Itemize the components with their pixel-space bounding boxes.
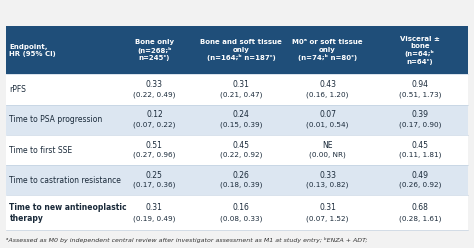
Text: 0.16: 0.16 [232, 203, 249, 212]
Text: (0.01, 0.54): (0.01, 0.54) [307, 121, 349, 128]
Text: Visceral ±
bone
(n=64;ᵇ
n=64ᶜ): Visceral ± bone (n=64;ᵇ n=64ᶜ) [400, 36, 440, 65]
Bar [6, 165, 468, 195]
Text: (0.22, 0.92): (0.22, 0.92) [220, 152, 262, 158]
Text: 0.33: 0.33 [319, 171, 336, 180]
Text: 0.68: 0.68 [411, 203, 428, 212]
Text: (0.07, 1.52): (0.07, 1.52) [307, 215, 349, 222]
Text: (0.17, 0.90): (0.17, 0.90) [399, 121, 441, 128]
Text: (0.19, 0.49): (0.19, 0.49) [133, 215, 175, 222]
Text: 0.45: 0.45 [232, 141, 249, 150]
Bar [6, 74, 468, 105]
Text: Bone only
(n=268;ᵇ
n=245ᶜ): Bone only (n=268;ᵇ n=245ᶜ) [135, 39, 174, 61]
Text: 0.33: 0.33 [146, 80, 163, 89]
Text: 0.26: 0.26 [232, 171, 249, 180]
Text: Time to castration resistance: Time to castration resistance [9, 176, 121, 185]
Text: M0ᵃ or soft tissue
only
(n=74;ᵇ n=80ᶜ): M0ᵃ or soft tissue only (n=74;ᵇ n=80ᶜ) [292, 39, 363, 61]
Text: 0.39: 0.39 [411, 110, 428, 120]
Text: (0.11, 1.81): (0.11, 1.81) [399, 152, 441, 158]
Text: (0.26, 0.92): (0.26, 0.92) [399, 182, 441, 188]
Text: (0.21, 0.47): (0.21, 0.47) [220, 91, 262, 98]
Bar [6, 105, 468, 135]
Text: 0.51: 0.51 [146, 141, 163, 150]
Text: (0.28, 1.61): (0.28, 1.61) [399, 215, 441, 222]
Text: 0.31: 0.31 [319, 203, 336, 212]
Text: 0.45: 0.45 [411, 141, 428, 150]
Text: 0.25: 0.25 [146, 171, 163, 180]
Text: NE: NE [322, 141, 333, 150]
Text: 0.12: 0.12 [146, 110, 163, 120]
Text: 0.94: 0.94 [411, 80, 428, 89]
Text: (0.16, 1.20): (0.16, 1.20) [307, 91, 349, 98]
Bar [6, 26, 468, 74]
Text: Time to new antineoplastic
therapy: Time to new antineoplastic therapy [9, 203, 127, 223]
Text: (0.07, 0.22): (0.07, 0.22) [133, 121, 175, 128]
Text: ᵃAssessed as M0 by independent central review after investigator assessment as M: ᵃAssessed as M0 by independent central r… [6, 237, 367, 243]
Text: Bone and soft tissue
only
(n=164;ᵇ n=187ᶜ): Bone and soft tissue only (n=164;ᵇ n=187… [200, 39, 282, 61]
Text: 0.49: 0.49 [411, 171, 428, 180]
Text: (0.00, NR): (0.00, NR) [310, 152, 346, 158]
Bar [6, 195, 468, 230]
Text: (0.13, 0.82): (0.13, 0.82) [307, 182, 349, 188]
Text: Time to PSA progression: Time to PSA progression [9, 115, 103, 124]
Text: 0.31: 0.31 [146, 203, 163, 212]
Bar [6, 135, 468, 165]
Text: (0.15, 0.39): (0.15, 0.39) [220, 121, 262, 128]
Text: Time to first SSE: Time to first SSE [9, 146, 73, 155]
Text: (0.17, 0.36): (0.17, 0.36) [133, 182, 175, 188]
Text: 0.07: 0.07 [319, 110, 336, 120]
Text: (0.22, 0.49): (0.22, 0.49) [133, 91, 175, 98]
Text: (0.51, 1.73): (0.51, 1.73) [399, 91, 441, 98]
Text: (0.18, 0.39): (0.18, 0.39) [220, 182, 262, 188]
Text: 0.43: 0.43 [319, 80, 336, 89]
Text: rPFS: rPFS [9, 85, 27, 94]
Text: (0.08, 0.33): (0.08, 0.33) [220, 215, 262, 222]
Text: 0.24: 0.24 [232, 110, 249, 120]
Text: 0.31: 0.31 [232, 80, 249, 89]
Text: Endpoint,
HR (95% CI): Endpoint, HR (95% CI) [9, 44, 56, 57]
Text: (0.27, 0.96): (0.27, 0.96) [133, 152, 175, 158]
